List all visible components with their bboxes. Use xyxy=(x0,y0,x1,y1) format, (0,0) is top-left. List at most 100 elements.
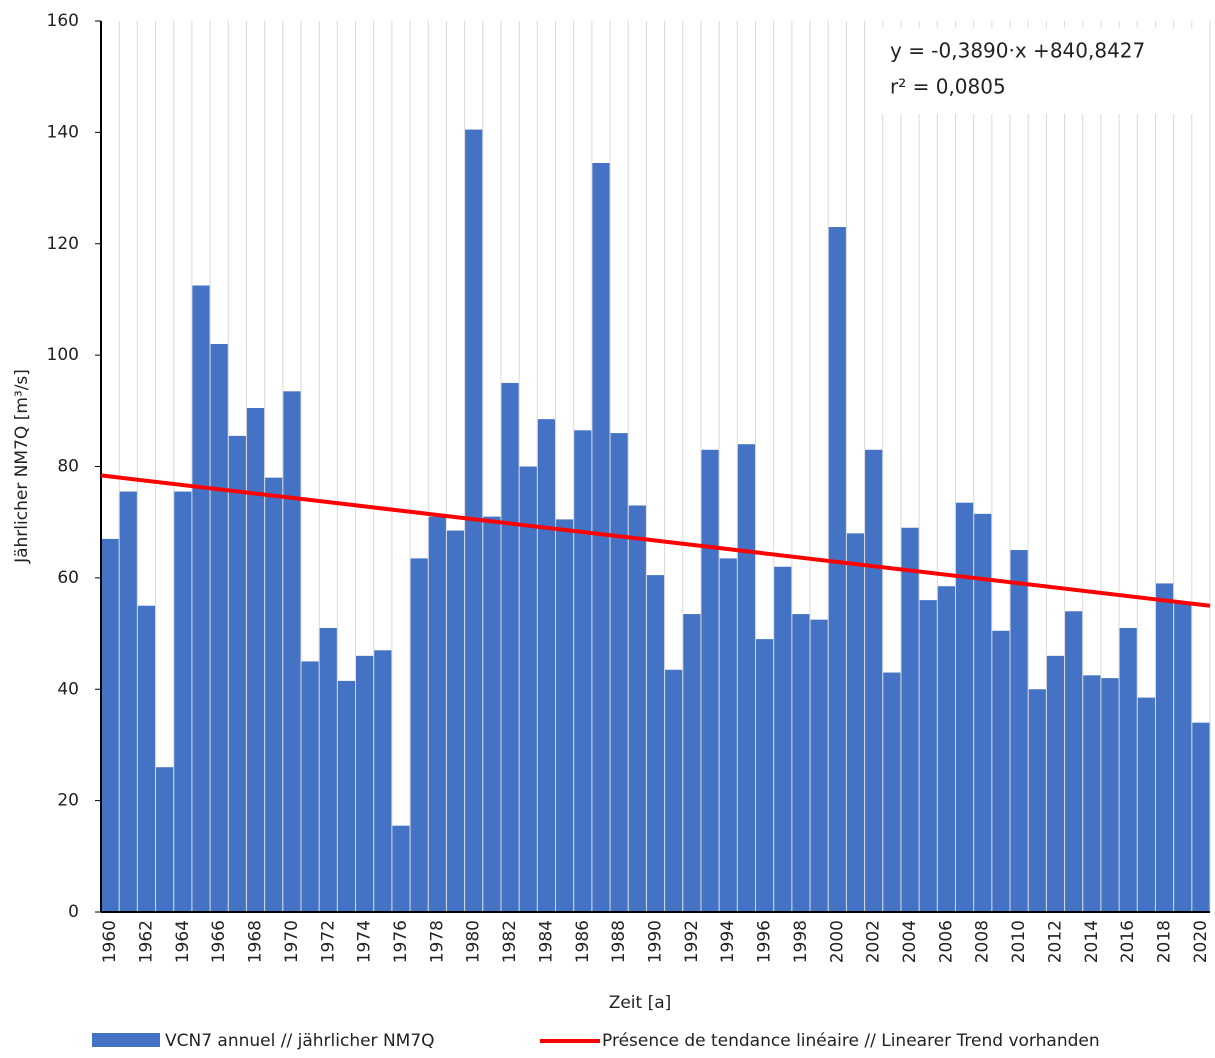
bar xyxy=(719,558,737,912)
bar xyxy=(1101,678,1119,912)
y-tick-label: 20 xyxy=(57,791,79,811)
y-tick-label: 120 xyxy=(47,234,79,254)
y-tick-label: 100 xyxy=(47,345,79,365)
bar xyxy=(828,227,846,912)
bar xyxy=(992,630,1010,912)
bar xyxy=(410,558,428,912)
x-tick-label: 2020 xyxy=(1191,920,1211,963)
x-tick-label: 1980 xyxy=(464,920,484,963)
bar xyxy=(119,491,137,912)
bar xyxy=(1065,611,1083,912)
x-tick-label: 1962 xyxy=(136,920,156,963)
x-tick-label: 2016 xyxy=(1118,920,1138,963)
bar xyxy=(337,680,356,912)
y-tick-label: 80 xyxy=(57,457,79,477)
x-tick-label: 1998 xyxy=(791,920,811,963)
y-tick-label: 0 xyxy=(68,902,79,922)
bar xyxy=(919,600,937,912)
bar xyxy=(392,825,410,912)
bar xyxy=(1028,689,1046,912)
bar xyxy=(737,444,755,912)
x-tick-label: 2002 xyxy=(864,920,884,963)
bar xyxy=(446,530,465,912)
x-tick-label: 1996 xyxy=(755,920,775,963)
x-tick-label: 1992 xyxy=(682,920,702,963)
bar xyxy=(374,650,392,912)
bar xyxy=(519,466,537,912)
bar xyxy=(792,614,810,912)
y-axis-title: Jährlicher NM7Q [m³/s] xyxy=(12,369,32,564)
bar xyxy=(501,382,519,912)
bar xyxy=(319,627,337,912)
bar xyxy=(174,491,192,912)
bar xyxy=(283,391,301,912)
bar xyxy=(846,533,865,912)
y-tick-label: 60 xyxy=(57,568,79,588)
annotation-box xyxy=(875,28,1207,114)
bar xyxy=(665,669,683,912)
x-tick-label: 2006 xyxy=(936,920,956,963)
bar xyxy=(1137,697,1155,912)
x-tick-label: 1970 xyxy=(282,920,302,963)
x-tick-label: 1976 xyxy=(391,920,411,963)
bar xyxy=(265,477,283,912)
bar xyxy=(774,566,792,912)
x-tick-label: 2008 xyxy=(973,920,993,963)
bar xyxy=(1119,627,1137,912)
bar xyxy=(428,516,446,912)
x-tick-label: 1966 xyxy=(209,920,229,963)
x-tick-label: 1964 xyxy=(173,920,193,963)
x-tick-label: 2012 xyxy=(1045,920,1065,963)
y-tick-label: 40 xyxy=(57,679,79,699)
bar xyxy=(301,661,319,912)
x-tick-label: 1988 xyxy=(609,920,629,963)
x-tick-label: 1960 xyxy=(100,920,120,963)
bar xyxy=(628,505,646,912)
legend-label: Présence de tendance linéaire // Lineare… xyxy=(602,1031,1100,1051)
bar xyxy=(610,433,628,912)
bar xyxy=(228,435,246,912)
x-tick-label: 1994 xyxy=(718,920,738,963)
bar xyxy=(556,519,574,912)
y-tick-label: 160 xyxy=(47,11,79,31)
x-tick-label: 1982 xyxy=(500,920,520,963)
bar xyxy=(974,513,992,912)
x-axis-title: Zeit [a] xyxy=(609,993,672,1013)
bar xyxy=(683,614,701,912)
x-tick-label: 2014 xyxy=(1082,920,1102,963)
bar xyxy=(1010,550,1028,912)
bar xyxy=(1192,722,1210,912)
x-tick-label: 2010 xyxy=(1009,920,1029,963)
bar xyxy=(483,516,501,912)
bar xyxy=(810,619,828,912)
bar xyxy=(701,449,719,912)
x-tick-label: 2000 xyxy=(827,920,847,963)
bar xyxy=(955,502,974,912)
bar xyxy=(101,538,119,912)
x-tick-label: 1978 xyxy=(427,920,447,963)
bar xyxy=(937,586,955,912)
trend-line xyxy=(100,473,1211,608)
bar xyxy=(1174,602,1192,912)
x-tick-label: 2004 xyxy=(900,920,920,963)
bar xyxy=(865,449,883,912)
x-tick-label: 1990 xyxy=(646,920,666,963)
y-tick-label: 140 xyxy=(47,122,79,142)
bar xyxy=(156,767,174,912)
x-tick-label: 1968 xyxy=(246,920,266,963)
x-tick-label: 1974 xyxy=(355,920,375,963)
x-tick-label: 1972 xyxy=(318,920,338,963)
bar xyxy=(646,575,665,912)
bar xyxy=(192,285,210,912)
bar xyxy=(883,672,901,912)
bar xyxy=(1083,675,1101,912)
bar xyxy=(537,419,556,912)
x-tick-label: 1986 xyxy=(573,920,593,963)
bar xyxy=(1155,583,1174,912)
legend-swatch xyxy=(92,1033,160,1047)
bar xyxy=(210,343,228,912)
x-tick-label: 1984 xyxy=(536,920,556,963)
annotation: r² = 0,0805 xyxy=(890,75,1006,99)
